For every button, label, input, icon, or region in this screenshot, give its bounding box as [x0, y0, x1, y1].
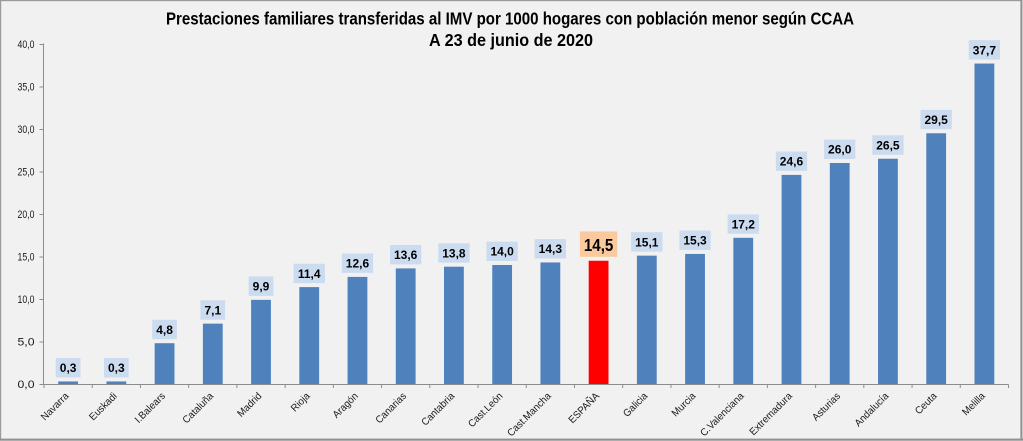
svg-text:24,6: 24,6 [780, 155, 804, 169]
svg-text:14,0: 14,0 [490, 245, 514, 259]
svg-text:11,4: 11,4 [298, 267, 321, 281]
svg-text:35,0: 35,0 [18, 82, 35, 94]
svg-text:Prestaciones familiares transf: Prestaciones familiares transferidas al … [166, 9, 854, 29]
svg-text:14,5: 14,5 [584, 235, 614, 255]
svg-text:26,0: 26,0 [828, 143, 852, 157]
svg-text:29,5: 29,5 [924, 113, 948, 127]
svg-text:4,8: 4,8 [156, 323, 173, 337]
svg-text:12,6: 12,6 [346, 257, 370, 271]
svg-text:26,5: 26,5 [876, 138, 900, 152]
svg-text:15,3: 15,3 [683, 234, 707, 248]
svg-text:15,0: 15,0 [18, 252, 35, 264]
svg-text:0,3: 0,3 [60, 361, 77, 375]
svg-text:0,3: 0,3 [108, 361, 125, 375]
svg-text:10,0: 10,0 [18, 294, 35, 306]
svg-text:9,9: 9,9 [253, 280, 270, 294]
svg-text:14,3: 14,3 [539, 242, 563, 256]
svg-text:5,0: 5,0 [18, 337, 35, 349]
svg-text:30,0: 30,0 [18, 124, 35, 136]
svg-text:25,0: 25,0 [18, 167, 35, 179]
svg-text:13,8: 13,8 [442, 246, 466, 260]
svg-text:7,1: 7,1 [204, 303, 221, 317]
svg-text:40,0: 40,0 [18, 39, 35, 51]
svg-text:15,1: 15,1 [635, 235, 659, 249]
svg-text:17,2: 17,2 [732, 218, 756, 232]
svg-text:20,0: 20,0 [18, 209, 35, 221]
svg-text:37,7: 37,7 [973, 43, 997, 57]
svg-text:A 23 de junio de 2020: A 23 de junio de 2020 [429, 30, 593, 50]
svg-text:13,6: 13,6 [394, 248, 418, 262]
svg-text:0,0: 0,0 [18, 379, 35, 391]
